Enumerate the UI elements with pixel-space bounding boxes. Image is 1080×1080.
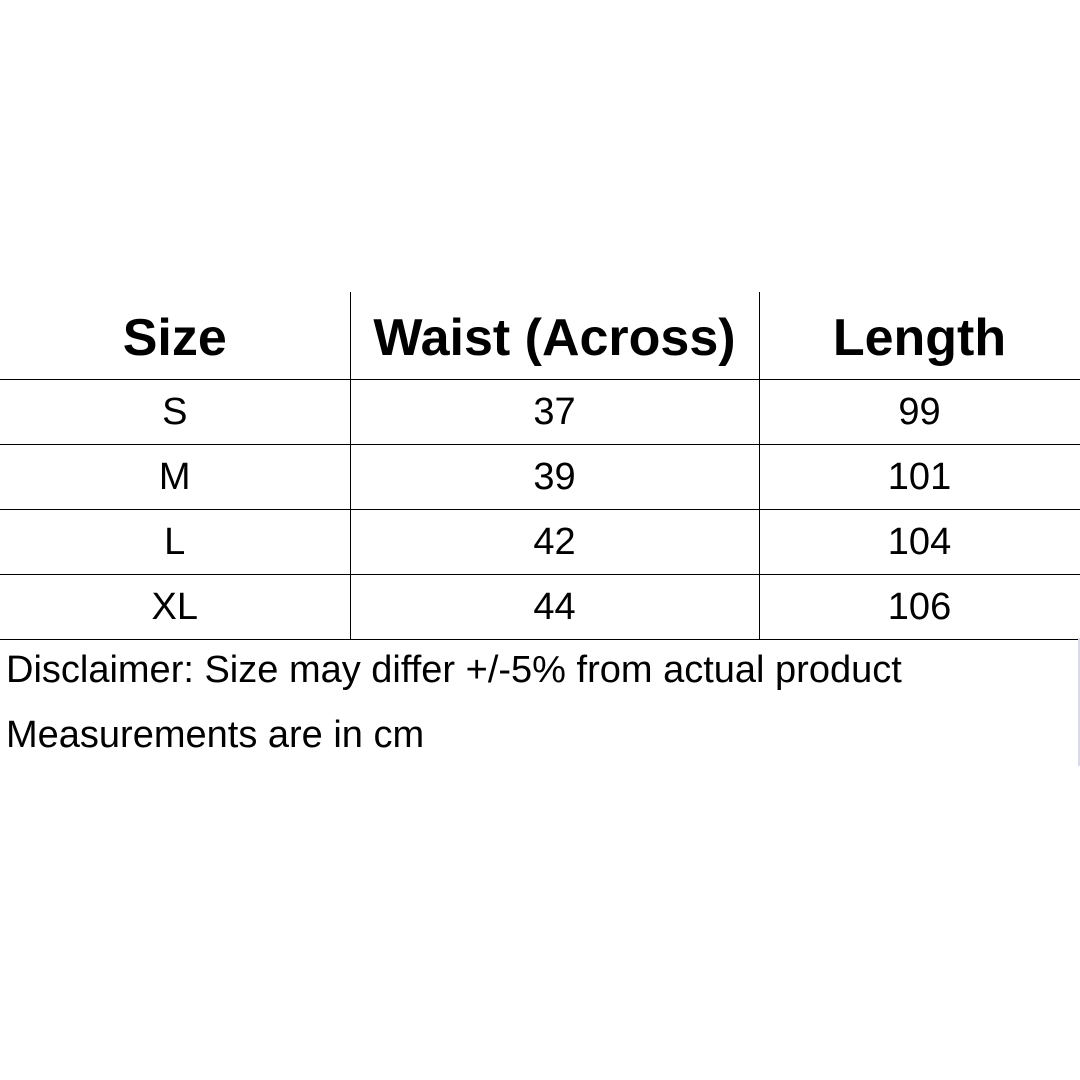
size-chart-table: Size Waist (Across) Length S 37 99 M 39 …: [0, 292, 1080, 640]
cell-length: 99: [758, 379, 1080, 445]
header-waist: Waist (Across): [349, 292, 760, 380]
cell-length: 104: [758, 509, 1080, 575]
cell-waist: 39: [349, 444, 760, 510]
cell-size: XL: [0, 574, 351, 640]
table-row: XL 44 106: [0, 574, 1080, 640]
header-length: Length: [758, 292, 1080, 380]
cell-size: M: [0, 444, 351, 510]
cell-waist: 42: [349, 509, 760, 575]
table-header-row: Size Waist (Across) Length: [0, 292, 1080, 380]
cell-size: L: [0, 509, 351, 575]
cell-length: 106: [758, 574, 1080, 640]
disclaimer-text: Disclaimer: Size may differ +/-5% from a…: [6, 649, 902, 691]
cell-waist: 44: [349, 574, 760, 640]
size-notes: Disclaimer: Size may differ +/-5% from a…: [0, 638, 1080, 768]
units-note: Measurements are in cm: [6, 714, 425, 756]
header-size: Size: [0, 292, 351, 380]
table-row: L 42 104: [0, 509, 1080, 575]
table-row: S 37 99: [0, 379, 1080, 445]
cell-waist: 37: [349, 379, 760, 445]
cell-length: 101: [758, 444, 1080, 510]
cell-edge-divider: [1078, 638, 1080, 766]
cell-size: S: [0, 379, 351, 445]
table-row: M 39 101: [0, 444, 1080, 510]
